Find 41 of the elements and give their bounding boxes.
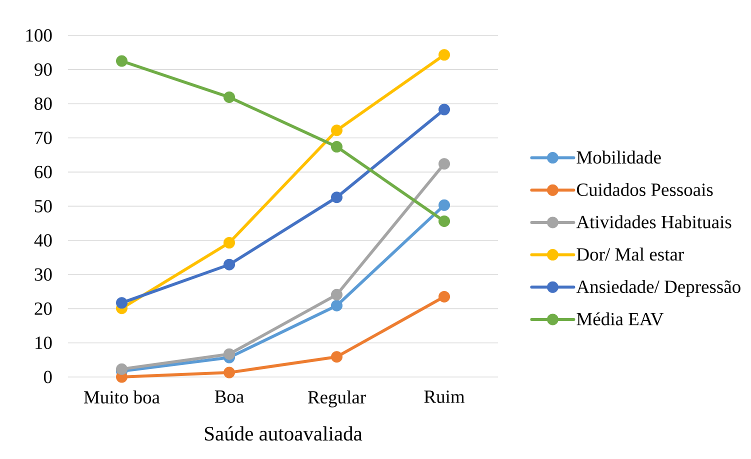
point xyxy=(224,91,236,103)
y-tick-label: 40 xyxy=(34,234,52,247)
legend-label: Cuidados Pessoais xyxy=(576,182,713,196)
y-tick-label: 50 xyxy=(35,200,52,212)
y-tick-label: 20 xyxy=(34,302,52,315)
point xyxy=(331,141,343,153)
y-tick-label: 70 xyxy=(35,132,52,144)
legend-label: Dor/ Mal estar xyxy=(576,248,684,261)
point xyxy=(116,297,128,309)
y-tick-label: 0 xyxy=(44,370,52,384)
legend-label: Mobilidade xyxy=(576,150,661,164)
y-tick-label: 60 xyxy=(34,166,52,178)
point xyxy=(224,366,236,378)
x-tick-label: Ruim xyxy=(424,390,465,403)
point xyxy=(438,290,450,302)
x-tick-label: Muito boa xyxy=(84,390,160,404)
point xyxy=(331,192,343,204)
y-tick-label: 80 xyxy=(34,97,52,110)
legend-label: Atividades Habituais xyxy=(576,215,732,228)
legend-label: Ansiedade/ Depressão xyxy=(576,280,740,297)
y-tick-label: 10 xyxy=(36,336,52,350)
legend-label: Média EAV xyxy=(576,312,664,326)
point xyxy=(438,158,450,170)
point xyxy=(224,258,236,270)
y-tick-label: 30 xyxy=(34,268,52,281)
point xyxy=(116,55,128,67)
point xyxy=(438,199,450,211)
point xyxy=(331,351,343,363)
x-tick-label: Regular xyxy=(308,390,366,408)
y-tick-label: 100 xyxy=(26,29,52,42)
y-tick-label: 90 xyxy=(34,63,52,76)
x-tick-label: Boa xyxy=(214,390,244,403)
point xyxy=(331,124,343,136)
x-axis-title: Saúde autoavaliada xyxy=(204,426,362,441)
point xyxy=(331,288,343,300)
point xyxy=(331,300,343,312)
point xyxy=(224,237,236,249)
point xyxy=(438,215,450,227)
point xyxy=(224,348,236,360)
point xyxy=(438,104,450,116)
point xyxy=(438,49,450,61)
